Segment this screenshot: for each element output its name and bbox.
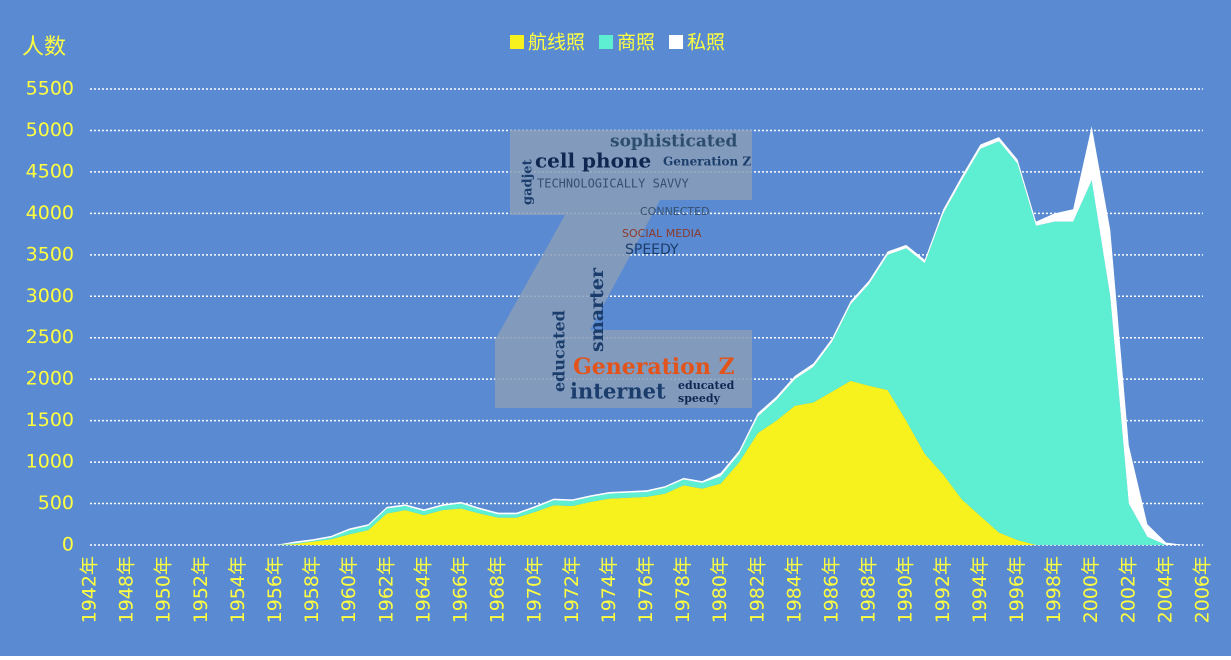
x-tick-label: 1954年: [227, 556, 249, 623]
y-tick-label: 2500: [26, 326, 74, 348]
z-shape: [495, 130, 752, 408]
word: Generation Z: [663, 155, 751, 169]
x-tick-label: 1964年: [412, 556, 434, 623]
x-tick-label: 1994年: [969, 556, 991, 623]
word: educated: [678, 379, 735, 392]
legend-swatch: [599, 35, 614, 49]
x-tick-label: 1966年: [450, 556, 472, 623]
x-tick-label: 2002年: [1117, 556, 1139, 623]
word-cloud: sophisticated cell phone Generation Z TE…: [495, 130, 752, 408]
y-tick-label: 0: [62, 534, 74, 556]
x-tick-label: 1950年: [153, 556, 175, 623]
x-tick-label: 1990年: [895, 556, 917, 623]
x-tick-label: 1958年: [301, 556, 323, 623]
area: [90, 141, 1203, 546]
word: smarter: [586, 267, 608, 352]
x-tick-label: 1948年: [116, 556, 138, 623]
y-tick-label: 500: [38, 492, 74, 514]
word: Generation Z: [573, 354, 735, 380]
legend-swatch: [510, 35, 524, 49]
x-tick-label: 1986年: [821, 556, 843, 623]
y-axis-label: 人数: [22, 35, 66, 60]
y-tick-label: 3500: [26, 243, 74, 265]
y-tick-label: 5000: [26, 119, 74, 141]
y-tick-label: 3000: [26, 285, 74, 307]
legend-label: 私照: [687, 32, 725, 54]
x-tick-label: 1988年: [858, 556, 880, 623]
word: TECHNOLOGICALLY SAVVY: [537, 177, 689, 191]
x-tick-label: 1998年: [1043, 556, 1065, 623]
x-tick-label: 1978年: [672, 556, 694, 623]
y-tick-label: 1000: [26, 451, 74, 473]
legend-swatch: [669, 35, 684, 49]
word: SPEEDY: [625, 242, 679, 258]
word: internet: [570, 379, 666, 404]
y-tick-label: 5500: [26, 78, 74, 100]
word: speedy: [678, 392, 721, 405]
x-tick-label: 2004年: [1154, 556, 1176, 623]
x-tick-label: 2000年: [1080, 556, 1102, 623]
x-tick-label: 1952年: [190, 556, 212, 623]
x-tick-label: 1942年: [79, 556, 101, 623]
x-tick-label: 1976年: [635, 556, 657, 623]
x-tick-label: 1980年: [709, 556, 731, 623]
x-tick-label: 1982年: [746, 556, 768, 623]
area: [90, 126, 1203, 545]
legend-label: 航线照: [528, 32, 585, 54]
x-tick-label: 1968年: [487, 556, 509, 623]
y-tick-label: 2000: [26, 368, 74, 390]
x-tick-label: 1956年: [264, 556, 286, 623]
word: educated: [550, 310, 569, 392]
word: CONNECTED: [640, 205, 710, 218]
word: SOCIAL MEDIA: [622, 227, 702, 240]
x-tick-label: 1960年: [338, 556, 360, 623]
area: [90, 380, 1203, 545]
x-tick-label: 1992年: [932, 556, 954, 623]
x-tick-label: 1974年: [598, 556, 620, 623]
word: sophisticated: [610, 132, 738, 152]
x-tick-label: 1962年: [375, 556, 397, 623]
legend-label: 商照: [617, 32, 655, 54]
x-tick-label: 1970年: [524, 556, 546, 623]
word: gadjet: [521, 159, 536, 205]
x-tick-label: 1996年: [1006, 556, 1028, 623]
y-tick-label: 4000: [26, 202, 74, 224]
y-tick-label: 4500: [26, 160, 74, 182]
word: cell phone: [535, 149, 651, 173]
x-tick-label: 2006年: [1192, 556, 1214, 623]
x-tick-label: 1972年: [561, 556, 583, 623]
x-tick-label: 1984年: [783, 556, 805, 623]
y-tick-label: 1500: [26, 409, 74, 431]
